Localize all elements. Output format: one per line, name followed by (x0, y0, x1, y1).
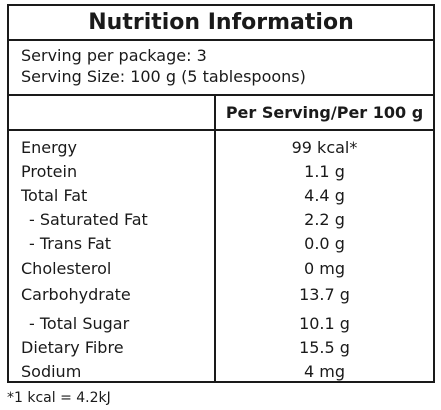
nutrient-value: 99 kcal* (291, 138, 358, 157)
nutrient-value: 10.1 g (299, 314, 350, 333)
nutrient-row-dietary-fibre: Dietary Fibre 15.5 g (9, 336, 433, 360)
nutrient-name: Energy (21, 138, 78, 157)
nutrient-row-trans-fat: - Trans Fat 0.0 g (9, 232, 433, 256)
nutrient-name: Sodium (21, 362, 82, 381)
serving-per-package: Serving per package: 3 (21, 46, 207, 65)
nutrient-name: Protein (21, 162, 78, 181)
nutrient-name: Cholesterol (21, 259, 112, 278)
nutrient-value: 2.2 g (304, 210, 345, 229)
nutrient-value: 0.0 g (304, 234, 345, 253)
nutrient-value: 15.5 g (299, 338, 350, 357)
nutrient-name: - Total Sugar (29, 314, 130, 333)
column-header-label: Per Serving/Per 100 g (225, 103, 424, 122)
nutrient-name: Carbohydrate (21, 285, 131, 304)
serving-size: Serving Size: 100 g (5 tablespoons) (21, 67, 306, 86)
nutrient-row-saturated-fat: - Saturated Fat 2.2 g (9, 208, 433, 232)
panel-title: Nutrition Information (9, 6, 433, 41)
nutrient-value: 4.4 g (304, 186, 345, 205)
nutrient-value: 0 mg (303, 259, 345, 278)
column-header-row: Per Serving/Per 100 g (9, 96, 433, 131)
nutrition-panel: Nutrition Information Serving per packag… (7, 4, 435, 383)
nutrient-value: 13.7 g (299, 285, 350, 304)
nutrient-row-total-fat: Total Fat 4.4 g (9, 184, 433, 208)
nutrient-name: Dietary Fibre (21, 338, 124, 357)
serving-info: Serving per package: 3 Serving Size: 100… (9, 41, 433, 96)
footnote: *1 kcal = 4.2kJ (7, 390, 111, 406)
nutrient-row-carbohydrate: Carbohydrate 13.7 g (9, 283, 433, 307)
nutrient-row-cholesterol: Cholesterol 0 mg (9, 257, 433, 281)
nutrient-row-sodium: Sodium 4 mg (9, 360, 433, 384)
nutrient-value: 1.1 g (304, 162, 345, 181)
nutrient-name: Total Fat (21, 186, 88, 205)
nutrient-value: 4 mg (303, 362, 345, 381)
nutrient-row-total-sugar: - Total Sugar 10.1 g (9, 312, 433, 336)
nutrient-row-protein: Protein 1.1 g (9, 160, 433, 184)
nutrient-name: - Saturated Fat (29, 210, 148, 229)
nutrient-row-energy: Energy 99 kcal* (9, 136, 433, 160)
column-divider (214, 96, 216, 381)
nutrient-name: - Trans Fat (29, 234, 112, 253)
